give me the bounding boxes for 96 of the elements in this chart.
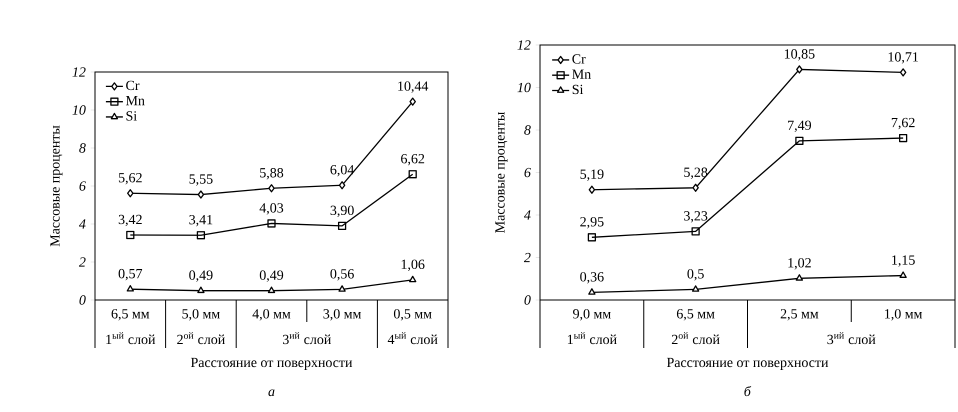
x-tick-label: 0,5 мм [394, 309, 432, 321]
point [900, 68, 906, 77]
text: 2$^{ой}$ слой [177, 332, 225, 344]
x-tick-label: 5,0 мм [182, 309, 220, 321]
text: 2$^{ой}$ слой [672, 332, 720, 344]
point [588, 288, 596, 295]
legend-label: Cr [572, 54, 586, 64]
point [588, 233, 596, 242]
legend-label: Si [572, 84, 584, 94]
x-axis-title: Расстояние от поверхности [666, 358, 828, 370]
text: 3$^{ий}$ слой [282, 332, 331, 344]
data-label: 1,06 [402, 260, 424, 272]
data-label: 5,55 [190, 174, 213, 186]
data-label: 7,62 [892, 118, 915, 130]
legend-label: Cr [126, 80, 140, 90]
y-tick-label: 0 [524, 295, 531, 305]
x-tick-label: 6,5 мм [676, 309, 715, 320]
y-tick-label: 2 [78, 257, 86, 267]
data-label: 0,57 [118, 268, 142, 280]
point [126, 285, 134, 292]
legend-label: Si [126, 111, 137, 121]
data-label: 10,85 [784, 49, 815, 61]
x-tick-label: 4,0 мм [252, 309, 290, 321]
data-label: 0,49 [260, 270, 284, 282]
y-tick-label: 6 [524, 168, 531, 178]
y-tick-label: 6 [79, 181, 86, 191]
text: 1$^{ый}$ слой [568, 332, 617, 344]
data-label: 3,42 [118, 214, 142, 226]
point [268, 286, 276, 294]
point [196, 231, 206, 240]
data-label: 6,62 [401, 154, 424, 166]
point [898, 134, 908, 142]
data-label: 1,02 [788, 258, 811, 270]
point [338, 181, 346, 190]
data-label: 5,62 [118, 173, 142, 184]
text: 3$^{ий}$ слой [827, 332, 876, 344]
text: 4$^{ый}$ слой [388, 332, 438, 344]
data-label: 1,15 [892, 255, 915, 267]
data-label: 3,41 [189, 214, 212, 226]
data-label: 2,95 [580, 217, 604, 228]
point [409, 276, 416, 282]
text: а [268, 389, 274, 396]
y-tick-label: 12 [72, 67, 86, 77]
point [127, 189, 134, 198]
y-axis-title: Массовые проценты [495, 112, 508, 233]
data-label: 3,90 [330, 206, 354, 218]
data-label: 3,23 [684, 211, 708, 223]
y-tick-label: 8 [524, 125, 531, 135]
data-label: 6,04 [330, 164, 354, 176]
y-tick-label: 4 [524, 210, 531, 220]
data-label: 5,19 [580, 170, 604, 181]
data-label: 7,49 [788, 120, 812, 132]
y-tick-label: 8 [79, 143, 86, 153]
data-label: 5,28 [684, 168, 708, 179]
y-tick-label: 4 [78, 219, 86, 229]
data-label: 10,71 [888, 52, 918, 64]
x-axis-title: Расстояние от поверхности [190, 358, 352, 370]
point [198, 190, 204, 199]
point [691, 227, 700, 236]
point [338, 285, 346, 292]
x-tick-label: 9,0 мм [573, 309, 611, 321]
x-tick-label: 2,5 мм [780, 309, 818, 320]
text: 1$^{ый}$ слой [106, 332, 156, 344]
point [795, 136, 804, 145]
data-label: 0,56 [330, 269, 354, 281]
legend-label: Mn [572, 70, 591, 79]
x-tick-label: 6,5 мм [112, 309, 150, 320]
data-label: 0,49 [189, 270, 213, 282]
y-tick-label: 0 [79, 295, 86, 305]
y-tick-label: 12 [517, 40, 531, 50]
data-label: 5,88 [260, 168, 284, 180]
point [338, 222, 346, 230]
data-label: 0,36 [580, 272, 604, 284]
x-tick-label: 1,0 мм [885, 309, 922, 321]
y-tick-label: 10 [517, 82, 531, 92]
y-tick-label: 2 [524, 252, 531, 262]
point [588, 186, 596, 194]
point [197, 286, 205, 294]
x-tick-label: 3,0 мм [323, 309, 362, 321]
point [409, 98, 416, 106]
y-tick-label: 10 [72, 105, 86, 115]
data-label: 10,44 [398, 81, 428, 93]
data-label: 0,5 [687, 269, 704, 281]
data-label: 4,03 [260, 203, 284, 215]
point [899, 271, 907, 278]
point [126, 230, 134, 240]
legend-label: Mn [126, 96, 145, 106]
point [408, 170, 417, 178]
point [268, 184, 275, 192]
point [692, 184, 699, 192]
point [796, 274, 804, 281]
point [692, 285, 700, 292]
text: б [744, 386, 752, 396]
point [796, 65, 803, 74]
y-axis-title: Массовые проценты [50, 126, 62, 246]
point [267, 219, 276, 228]
